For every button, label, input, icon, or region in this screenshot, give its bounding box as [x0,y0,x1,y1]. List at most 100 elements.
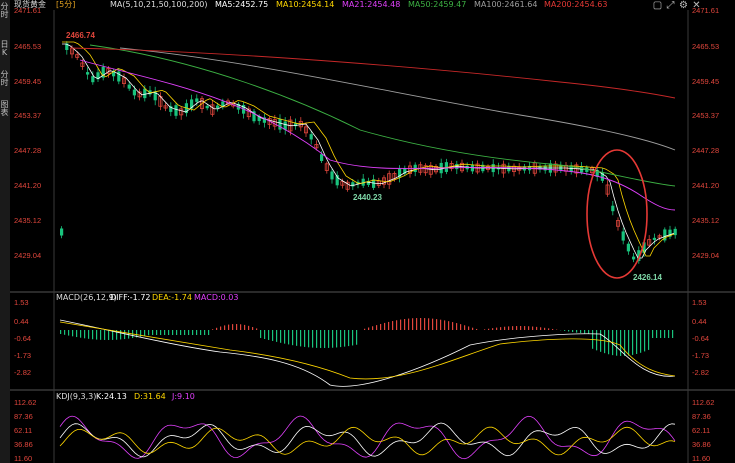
side-tab-2[interactable]: 日K [0,40,9,57]
price-tick-right: 2465.53 [692,42,720,51]
macd-histogram-bar [516,326,518,330]
ma10-value: MA10:2454.14 [276,0,335,9]
macd-dea-line [59,321,676,380]
ma100-value: MA100:2461.64 [474,0,538,9]
price-tick-left: 2459.45 [14,77,42,86]
window-icon[interactable]: ▢ [652,0,663,11]
macd-histogram-bar [456,323,458,330]
macd-histogram-bar [168,330,170,335]
price-tick-left: 2465.53 [14,42,42,51]
candle-down [60,228,64,236]
candle-down [611,205,615,212]
macd-histogram-bar [164,330,166,335]
macd-tick-left: 1.53 [14,298,29,307]
kdj-label: KDJ(9,3,3) [56,392,97,401]
macd-histogram-bar [436,319,438,330]
macd-histogram-bar [452,322,454,330]
macd-label: MACD(26,12,9) [56,293,117,302]
macd-histogram-bar [624,330,626,356]
macd-histogram-bar [136,330,138,338]
candle-down [112,71,116,77]
macd-histogram-bar [348,330,350,347]
candle-down [652,237,656,240]
macd-tick-left: 0.44 [14,317,29,326]
macd-dea: DEA:-1.74 [152,293,192,302]
macd-histogram-bar [632,330,634,355]
candle-up [392,173,397,180]
kdj-tick-right: 87.36 [692,412,711,421]
candle-down [221,101,225,107]
ma10-line [62,41,675,257]
ma5-line [62,43,675,259]
expand-icon[interactable]: ⤢ [666,0,675,11]
macd-histogram-bar [440,319,442,330]
ma50-value: MA50:2459.47 [408,0,467,9]
macd-histogram-bar [256,328,258,330]
candle-down [361,178,365,186]
macd-histogram-bar [192,330,194,335]
ma100-line [119,47,676,151]
candle-down [257,116,261,122]
macd-histogram-bar [532,326,534,330]
ma21-value: MA21:2454.48 [342,0,401,9]
macd-histogram-bar [596,330,598,351]
macd-histogram-bar [464,325,466,330]
macd-histogram-bar [384,322,386,330]
macd-histogram-bar [428,318,430,330]
macd-histogram-bar [100,330,102,340]
side-tab-3[interactable]: 分时 [0,70,9,86]
macd-histogram-bar [364,328,366,330]
macd-histogram-bar [76,330,78,338]
period-label[interactable]: [5分] [56,0,76,9]
macd-histogram-bar [664,330,666,338]
kdj-tick-left: 36.86 [14,440,33,449]
macd-histogram-bar [228,324,230,330]
macd-histogram-bar [372,326,374,330]
macd-histogram-bar [308,330,310,348]
macd-histogram-bar [380,323,382,330]
macd-histogram-bar [572,330,574,333]
macd-histogram-bar [216,327,218,330]
candle-down [294,123,298,127]
macd-tick-left: -2.82 [14,368,32,377]
macd-histogram-bar [316,330,318,348]
candle-down [595,169,599,177]
macd-histogram-bar [244,324,246,330]
macd-histogram-bar [468,326,470,330]
macd-histogram-bar [672,330,674,338]
macd-histogram-bar [620,330,622,356]
macd-histogram-bar [172,330,174,335]
candle-down [91,76,95,83]
macd-histogram-bar [296,330,298,346]
macd-histogram-bar [64,330,66,335]
candle-down [330,171,334,180]
macd-histogram-bar [640,330,642,353]
macd-histogram-bar [248,325,250,330]
candle-up [387,173,392,185]
settings-icon[interactable]: ⚙ [679,0,688,11]
candle-down [143,88,147,99]
kdj-k: K:24.13 [96,392,127,401]
price-tick-right: 2459.45 [692,77,720,86]
macd-histogram-bar [616,330,618,356]
macd-histogram-bar [288,330,290,345]
macd-histogram-bar [112,330,114,340]
macd-histogram-bar [400,319,402,330]
close-icon[interactable]: ✕ [692,0,701,11]
macd-histogram-bar [396,320,398,330]
macd-histogram-bar [80,330,82,338]
side-tab-4[interactable]: 图表 [0,100,9,116]
side-tab-1[interactable]: 分时 [0,2,9,18]
macd-histogram-bar [300,330,302,347]
macd-histogram-bar [576,330,578,333]
macd-histogram-bar [628,330,630,356]
macd-histogram-bar [584,330,586,334]
price-tick-left: 2435.12 [14,216,42,225]
candle-down [444,162,448,172]
price-tick-right: 2441.20 [692,181,720,190]
macd-histogram-bar [320,330,322,348]
candle-down [673,228,677,236]
macd-histogram-bar [412,318,414,330]
